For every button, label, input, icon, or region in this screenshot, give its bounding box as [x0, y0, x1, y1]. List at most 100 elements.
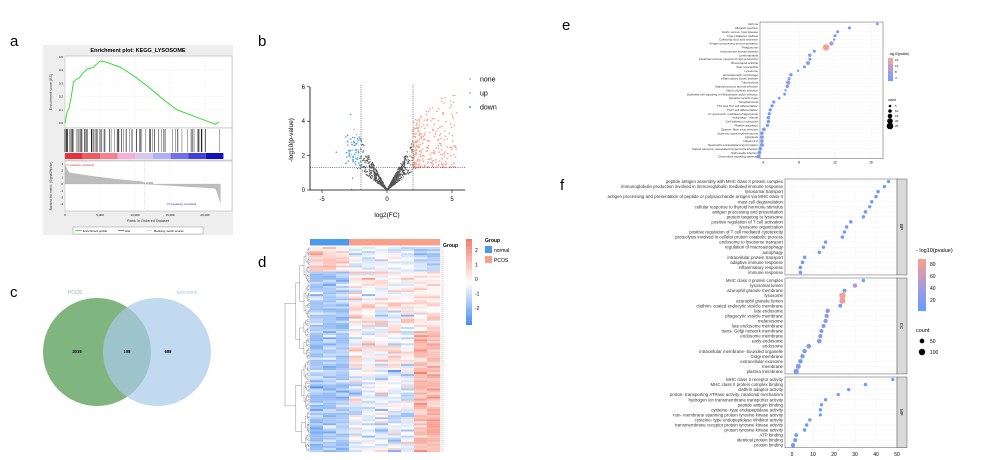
panel-label-e: e [562, 17, 570, 34]
term-label: protein targeting to lysosome [727, 214, 784, 219]
rank-color-band [65, 153, 83, 159]
heatmap-cell [336, 349, 350, 352]
heatmap-cell [375, 251, 389, 254]
term-dot [806, 61, 810, 65]
volcano-point-up [433, 117, 435, 120]
heatmap-cell [336, 351, 350, 354]
heatmap-cell [388, 437, 402, 440]
volcano-point-up [427, 161, 429, 163]
heatmap-cell [310, 441, 324, 444]
volcano-point-up [452, 117, 454, 119]
heatmap-cell [414, 378, 428, 381]
term-label: late endosome membrane [732, 324, 784, 329]
heatmap-cell [375, 247, 389, 250]
volcano-point [376, 179, 378, 181]
volcano-point [374, 168, 377, 170]
heatmap-cell [349, 263, 363, 266]
term-label: cysteine- type endopeptidase inhibitor a… [695, 417, 784, 422]
term-label: Leishmaniasis [739, 53, 759, 57]
volcano-point-up [455, 112, 458, 114]
volcano-point [375, 177, 378, 180]
heatmap-cell [414, 415, 428, 418]
volcano-point [401, 170, 403, 172]
volcano-point-up [419, 137, 421, 140]
term-label: clathrin adaptor activity [738, 387, 784, 392]
term-label: trans- Golgi network membrane [722, 329, 784, 334]
heatmap-cell [427, 427, 441, 430]
volcano-point-up [432, 163, 434, 166]
volcano-point [419, 159, 421, 162]
heatmap-cell [388, 247, 402, 250]
volcano-point-up [414, 165, 416, 168]
volcano-point-up [442, 165, 445, 167]
heatmap-cell [388, 324, 402, 328]
heatmap-cell [427, 361, 441, 364]
heatmap-cell [427, 419, 441, 422]
heatmap-cell [362, 281, 376, 284]
heatmap-cell [388, 333, 402, 336]
color-scale-segment [466, 294, 472, 298]
heatmap-cell [323, 247, 337, 250]
color-scale-segment [466, 266, 472, 270]
heatmap-cell [323, 365, 337, 369]
volcano-point [403, 157, 405, 159]
volcano-point-up [449, 146, 451, 149]
term-dot [891, 377, 895, 382]
volcano-point-up [419, 143, 422, 146]
term-label: Autoimmune thyroid disease [720, 49, 758, 53]
color-scale-segment [888, 74, 893, 76]
heatmap-cell [362, 298, 376, 301]
heatmap-cell [427, 404, 441, 407]
heatmap-cell [414, 253, 428, 256]
heatmap-cell [323, 259, 337, 262]
heatmap-cell [388, 292, 402, 295]
heatmap-cell [310, 419, 324, 422]
heatmap-cell [323, 304, 337, 307]
color-scale-segment [918, 271, 926, 274]
term-dot [758, 147, 763, 151]
color-scale-segment [466, 282, 472, 285]
heatmap-cell [323, 376, 337, 379]
term-dot [793, 368, 799, 375]
heatmap-cell [323, 273, 337, 276]
x-tick-label: 5 [450, 197, 454, 203]
volcano-point-down [348, 151, 350, 153]
term-label: Autophagy - animal [732, 116, 758, 120]
volcano-point [385, 187, 387, 189]
heatmap-cell [323, 255, 337, 258]
heatmap-cell [427, 376, 441, 379]
heatmap-cell [336, 431, 350, 434]
heatmap-cell [323, 372, 337, 375]
heatmap-cell [414, 443, 428, 446]
heatmap-cell [349, 439, 363, 442]
volcano-point-up [440, 144, 442, 147]
heatmap-cell [375, 296, 389, 299]
volcano-point [364, 161, 366, 163]
heatmap-cell [310, 261, 324, 264]
term-label: peptide antigen binding [738, 402, 784, 407]
volcano-point [392, 184, 394, 187]
heatmap-cell [349, 413, 363, 416]
heatmap-cell [401, 408, 415, 412]
y-tick-label: 2 [61, 169, 63, 173]
heatmap-cell [323, 396, 337, 399]
term-label: autophagy [762, 250, 783, 255]
term-label: lysosome [764, 293, 783, 298]
heatmap-cell [310, 417, 324, 420]
heatmap-cell [323, 318, 337, 321]
volcano-point-up [441, 97, 443, 100]
y-tick-label: 0 [61, 182, 63, 186]
volcano-point [351, 188, 353, 190]
heatmap-cell [336, 367, 350, 371]
volcano-point-up [415, 144, 418, 147]
heatmap-cell [427, 269, 441, 272]
heatmap-cell [401, 394, 415, 397]
volcano-point [420, 149, 423, 152]
color-scale-segment [466, 307, 472, 310]
volcano-point-up [451, 140, 454, 142]
heatmap-cell [336, 384, 350, 387]
volcano-point-up [442, 163, 444, 166]
volcano-point [361, 166, 363, 168]
volcano-point [401, 165, 404, 167]
